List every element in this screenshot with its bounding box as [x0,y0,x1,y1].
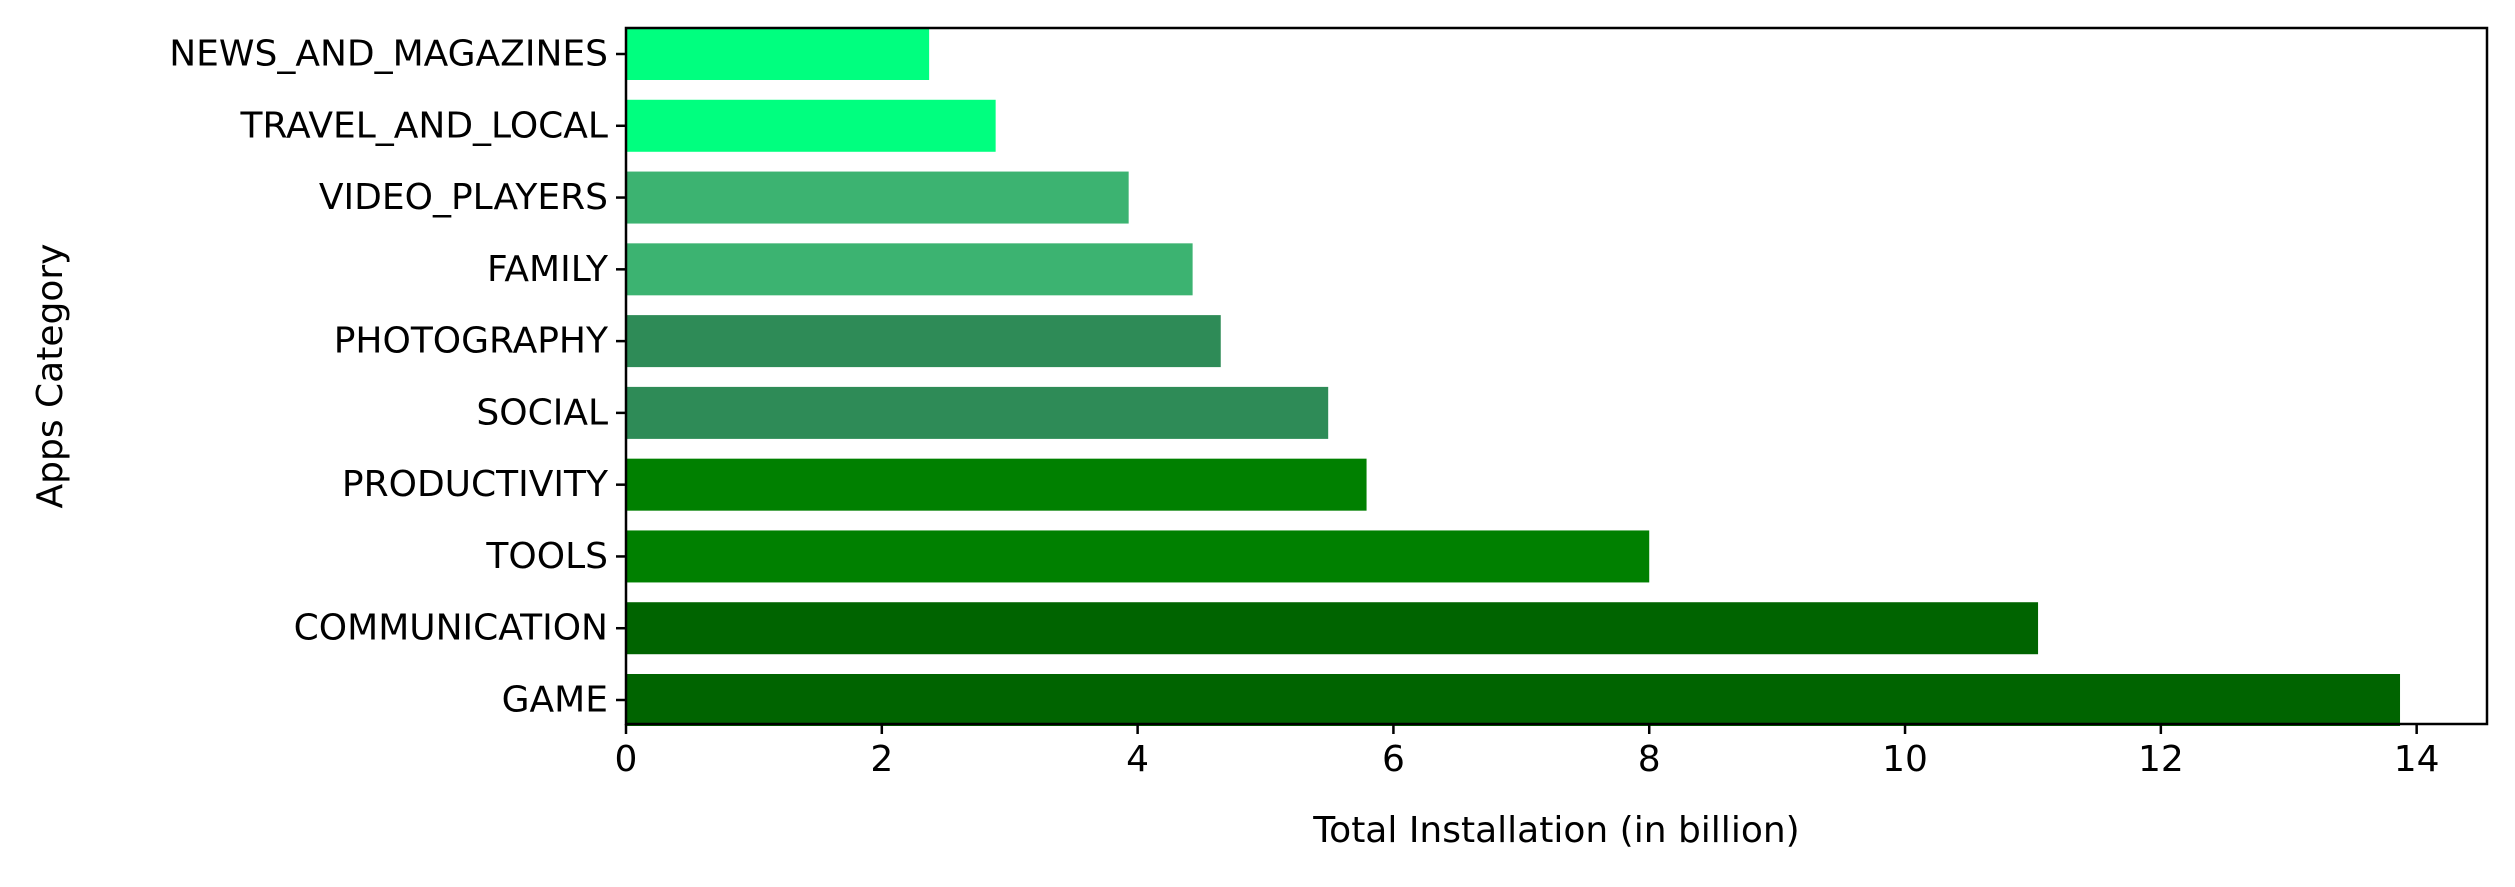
x-tick-label: 10 [1882,739,1928,780]
bar-photography [626,315,1221,368]
y-tick-label: TOOLS [485,536,608,577]
y-tick-label: TRAVEL_AND_LOCAL [239,105,608,146]
x-axis-label: Total Installation (in billion) [1312,810,1799,851]
y-tick-label: SOCIAL [476,392,608,433]
y-tick-label: GAME [502,680,608,721]
bars-layer [626,28,2401,726]
x-tick-label: 6 [1382,739,1405,780]
x-tick-label: 12 [2138,739,2184,780]
y-tick-label: PHOTOGRAPHY [334,321,609,362]
x-tick-label: 8 [1638,739,1661,780]
ticks-layer: GAME COMMUNICATION TOOLS PRODUCTIVITY SOCIAL… [169,34,2439,781]
bar-travel-and-local [626,99,996,152]
y-tick-label: NEWS_AND_MAGAZINES [169,34,608,75]
x-tick-label: 4 [1126,739,1149,780]
y-tick-label: COMMUNICATION [294,608,608,649]
x-tick-label: 0 [615,739,638,780]
x-tick-label: 2 [870,739,893,780]
y-tick-label: FAMILY [487,249,609,290]
bar-productivity [626,458,1367,511]
bar-family [626,243,1193,296]
plot-frame [624,26,2489,726]
bar-news-and-magazines [626,28,930,80]
y-axis-label: Apps Category [30,244,71,509]
bar-video-players [626,171,1129,224]
y-tick-label: VIDEO_PLAYERS [319,177,608,218]
x-tick-label: 14 [2394,739,2440,780]
bar-tools [626,530,1650,583]
y-tick-label: PRODUCTIVITY [342,464,609,505]
bar-communication [626,602,2039,655]
bar-game [626,674,2401,726]
bar-social [626,386,1329,439]
